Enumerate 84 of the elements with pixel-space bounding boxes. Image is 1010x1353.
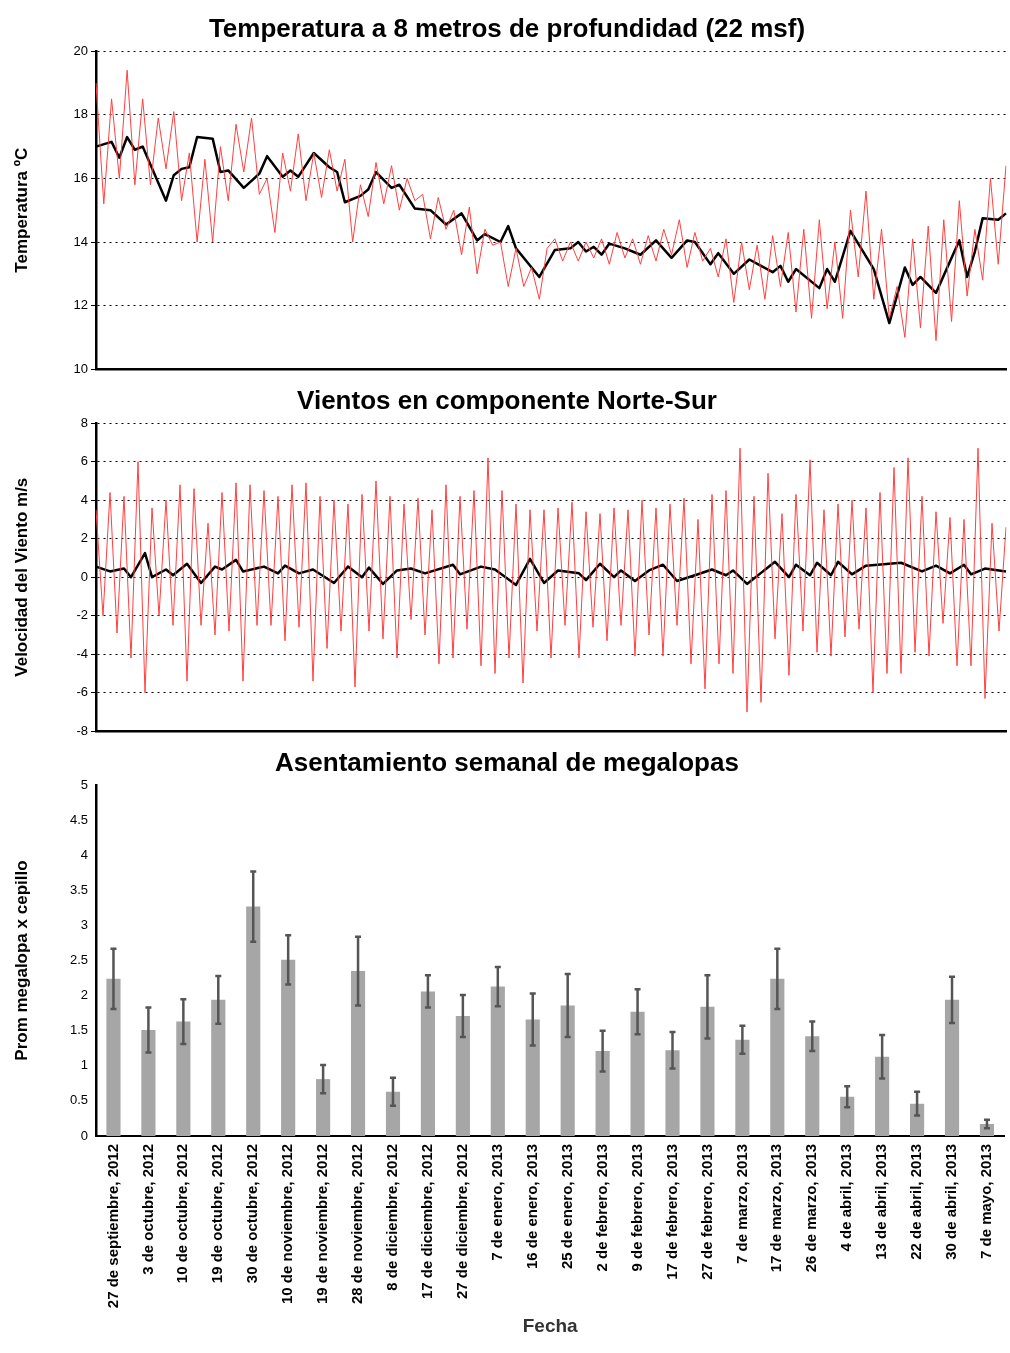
x-tick-label: 25 de enero, 2013 (557, 1143, 575, 1270)
x-tick-label: 7 de marzo, 2013 (732, 1143, 750, 1265)
x-tick-label: 13 de abril, 2013 (872, 1143, 890, 1260)
x-tick-label: 17 de febrero, 2013 (662, 1143, 680, 1280)
x-tick-label: 8 de diciembre, 2012 (383, 1143, 401, 1291)
x-tick-label: 22 de abril, 2013 (907, 1143, 925, 1260)
bar (176, 1021, 191, 1136)
x-tick-label: 27 de febrero, 2013 (697, 1143, 715, 1280)
bar (420, 991, 435, 1136)
bar (944, 999, 960, 1136)
y-tick-label: 12 (73, 297, 88, 313)
x-tick-label: 19 de octubre, 2012 (208, 1143, 226, 1284)
chart-title: Vientos en componente Norte-Sur (297, 384, 717, 415)
chart-title: Asentamiento semanal de megalopas (275, 746, 739, 777)
y-tick-label: 3.5 (69, 882, 88, 897)
y-tick-label: 5 (80, 776, 88, 792)
y-tick-label: -4 (76, 645, 88, 661)
x-tick-label: 30 de octubre, 2012 (243, 1143, 261, 1284)
bar (350, 971, 366, 1136)
x-tick-label: 2 de febrero, 2013 (592, 1143, 610, 1272)
y-tick-label: 3 (80, 917, 88, 933)
y-tick-label: -8 (76, 722, 88, 738)
bar (560, 1005, 575, 1136)
bar (525, 1019, 540, 1136)
x-tick-label: 17 de diciembre, 2012 (418, 1143, 436, 1300)
x-tick-label: 19 de noviembre, 2012 (313, 1143, 331, 1305)
y-tick-label: 14 (73, 233, 88, 249)
y-tick-label: 16 (73, 169, 88, 185)
y-axis-title: Velocidad del Viento m/s (11, 477, 31, 677)
bar (316, 1079, 331, 1136)
y-tick-label: -2 (76, 607, 88, 623)
bar (246, 906, 261, 1136)
bar (595, 1051, 610, 1136)
y-tick-label: 2 (80, 987, 88, 1003)
x-tick-label: 27 de septiembre, 2012 (103, 1143, 121, 1309)
x-axis-title: Fecha (522, 1314, 579, 1336)
bar (106, 978, 121, 1136)
chart-title: Temperatura a 8 metros de profundidad (22 msf) (208, 12, 806, 43)
x-tick-label: 7 de enero, 2013 (487, 1143, 505, 1261)
bar (141, 1030, 156, 1136)
x-tick-label: 9 de febrero, 2013 (627, 1143, 645, 1272)
bar (735, 1039, 750, 1136)
y-tick-label: 1.5 (69, 1022, 88, 1038)
y-tick-label: 0 (80, 1127, 88, 1143)
x-tick-label: 10 de octubre, 2012 (173, 1143, 191, 1284)
bar (910, 1103, 925, 1136)
x-tick-label: 17 de marzo, 2013 (767, 1143, 785, 1273)
bar (840, 1096, 855, 1136)
y-tick-label: 20 (73, 42, 88, 58)
y-tick-label: 4 (80, 491, 88, 507)
y-axis-title: Temperatura ºC (11, 147, 31, 273)
y-tick-label: 6 (80, 453, 88, 469)
y-tick-label: 0 (80, 568, 88, 584)
y-tick-label: 2.5 (69, 952, 88, 968)
y-tick-label: 1 (80, 1057, 88, 1073)
y-axis-title: Prom megalopa x cepillo (11, 860, 31, 1061)
bar (281, 959, 296, 1136)
x-tick-label: 3 de octubre, 2012 (138, 1143, 156, 1275)
bar (875, 1056, 890, 1136)
bar (665, 1050, 680, 1136)
x-tick-label: 4 de abril, 2013 (837, 1143, 855, 1252)
y-tick-label: 4 (80, 846, 88, 862)
x-tick-label: 28 de noviembre, 2012 (348, 1143, 366, 1305)
bar (211, 999, 226, 1136)
y-tick-label: 10 (73, 360, 88, 376)
bar (385, 1091, 401, 1136)
y-tick-label: 18 (73, 106, 88, 122)
x-tick-label: 16 de enero, 2013 (522, 1143, 540, 1270)
bar (630, 1011, 645, 1136)
y-tick-label: 4.5 (69, 811, 88, 827)
bar (490, 986, 505, 1136)
y-tick-label: -6 (76, 684, 88, 700)
x-tick-label: 7 de mayo, 2013 (977, 1143, 995, 1260)
x-tick-label: 10 de noviembre, 2012 (278, 1143, 296, 1305)
x-tick-label: 30 de abril, 2013 (942, 1143, 960, 1260)
y-tick-label: 8 (80, 414, 88, 430)
bar (455, 1015, 470, 1136)
bar (770, 978, 785, 1136)
x-tick-label: 26 de marzo, 2013 (802, 1143, 820, 1273)
y-tick-label: 0.5 (69, 1092, 88, 1108)
y-tick-label: 2 (80, 530, 88, 546)
x-tick-label: 27 de diciembre, 2012 (453, 1143, 471, 1300)
bar (700, 1006, 715, 1136)
bar (805, 1036, 820, 1136)
